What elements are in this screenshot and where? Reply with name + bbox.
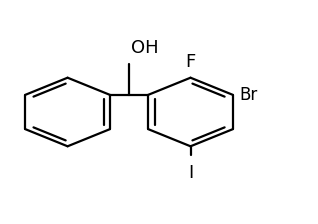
Text: I: I bbox=[188, 164, 193, 182]
Text: OH: OH bbox=[131, 39, 158, 57]
Text: F: F bbox=[185, 53, 196, 71]
Text: Br: Br bbox=[239, 86, 257, 104]
